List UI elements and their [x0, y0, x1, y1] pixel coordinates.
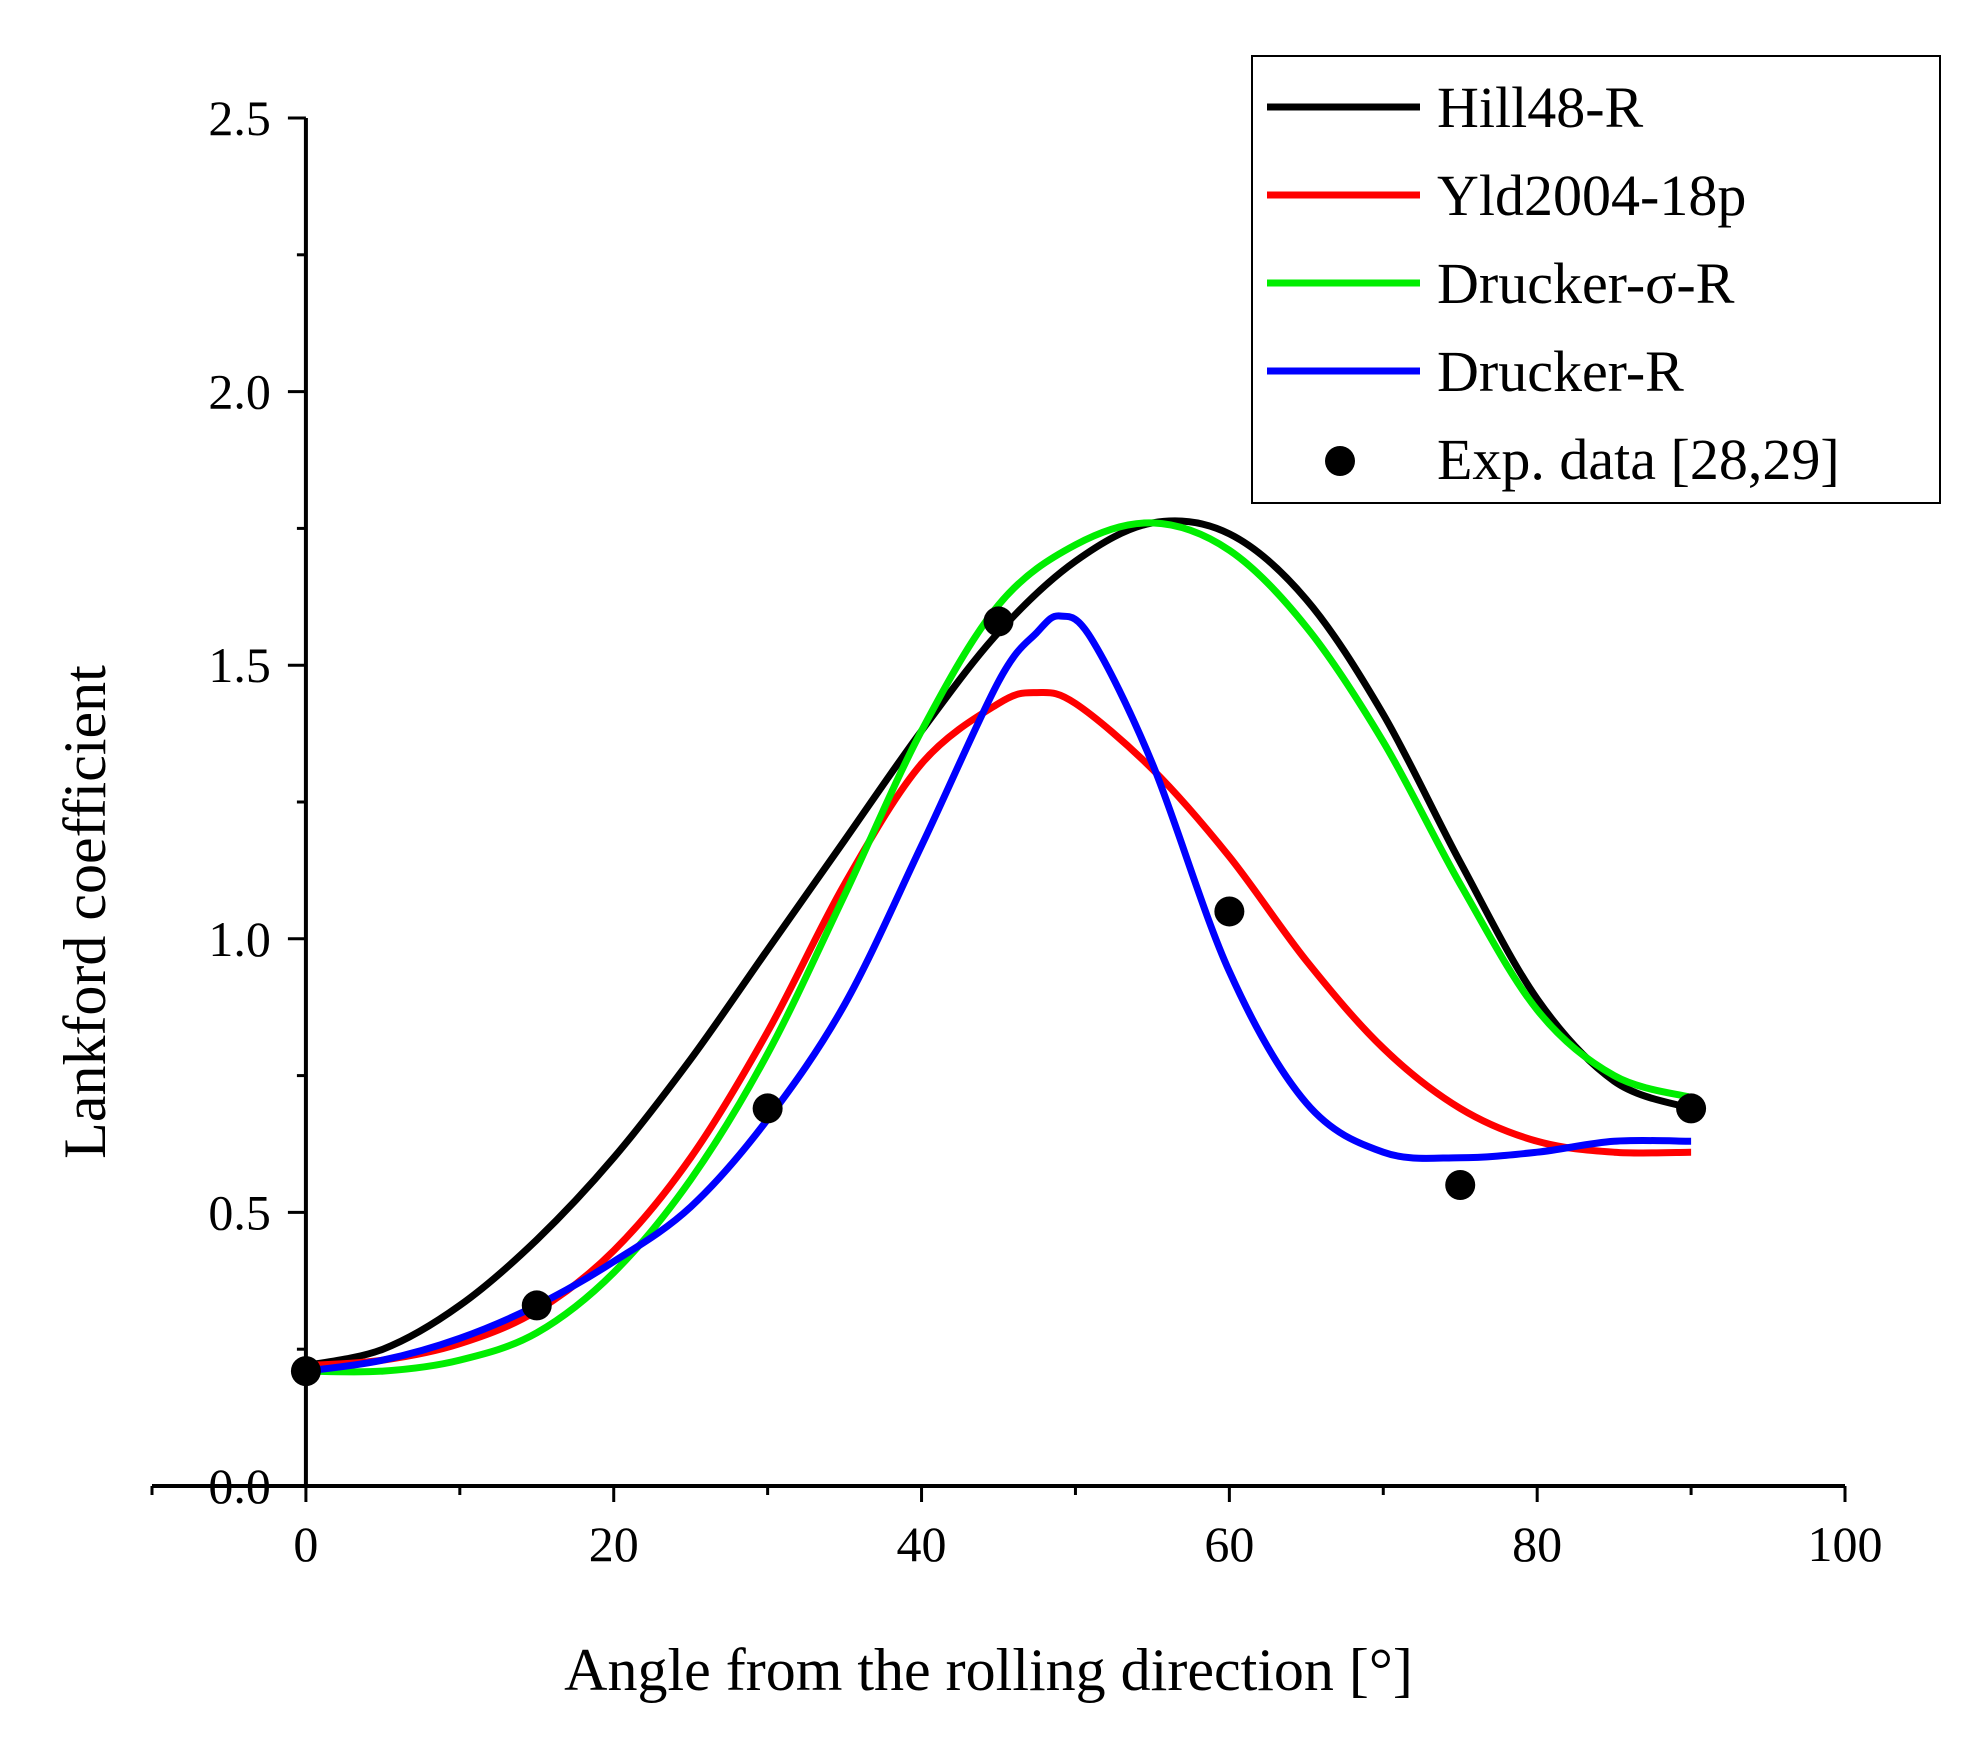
legend-marker-exp-data-28-29: [1325, 446, 1355, 476]
legend-frame: [1251, 55, 1941, 504]
axes: 0 20 40 60 80 100 0.0 0.5 1.0 1.5 2.0 2.5: [150, 90, 1883, 1572]
x-tick-label-80: 80: [1512, 1516, 1562, 1572]
x-tick-label-60: 60: [1204, 1516, 1254, 1572]
legend-label-drucker-r: Drucker-σ-R: [1437, 251, 1735, 316]
x-tick-label-20: 20: [589, 1516, 639, 1572]
experimental-points: [290, 606, 1707, 1387]
exp-data-point: [1214, 896, 1245, 927]
y-tick-label-0.0: 0.0: [208, 1458, 271, 1514]
x-tick-label-0: 0: [293, 1516, 318, 1572]
x-tick-label-100: 100: [1808, 1516, 1883, 1572]
y-tick-label-1.5: 1.5: [208, 637, 271, 693]
legend-label-yld2004-18p: Yld2004-18p: [1437, 163, 1746, 228]
exp-data-point: [983, 606, 1014, 637]
y-tick-label-2.5: 2.5: [208, 90, 271, 146]
legend-label-drucker-r: Drucker-R: [1437, 339, 1684, 404]
legend: Hill48-R Yld2004-18p Drucker-σ-R Drucker-R E…: [1251, 55, 1941, 504]
y-tick-label-0.5: 0.5: [208, 1184, 271, 1240]
exp-data-point: [521, 1290, 552, 1321]
exp-data-point: [752, 1093, 783, 1124]
exp-data-point: [1676, 1093, 1707, 1124]
y-tick-label-1.0: 1.0: [208, 911, 271, 967]
legend-label-hill48-r: Hill48-R: [1437, 75, 1644, 140]
x-axis-title: Angle from the rolling direction [°]: [564, 1637, 1413, 1703]
legend-label-exp-data-28-29: Exp. data [28,29]: [1437, 427, 1840, 492]
exp-data-point: [1445, 1170, 1476, 1201]
y-axis-title: Lankford coefficient: [52, 665, 118, 1159]
y-tick-label-2.0: 2.0: [208, 364, 271, 420]
exp-data-point: [290, 1356, 321, 1387]
series-line-drucker-r: [305, 612, 1692, 1375]
x-tick-label-40: 40: [897, 1516, 947, 1572]
